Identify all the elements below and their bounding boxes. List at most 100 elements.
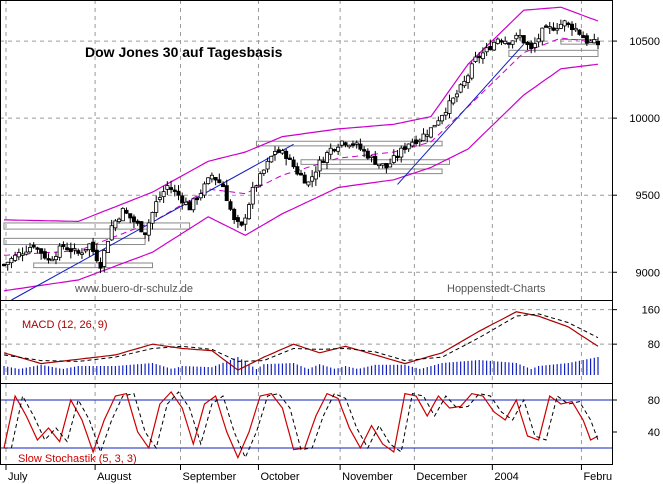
candle-body [150,212,155,224]
macd-y-tick-label: 80 [648,339,660,351]
candle-body [83,248,88,252]
candle-body [540,27,545,42]
candle-body [306,181,311,186]
candle-body [50,258,55,262]
candle-body [536,38,541,43]
watermark-right: Hoppenstedt-Charts [447,283,546,295]
candle-body [291,159,296,168]
candle-body [124,209,129,214]
candle-body [321,160,326,163]
candle-body [16,252,21,258]
stochastic-y-tick-label: 40 [648,427,660,439]
candle-body [202,183,207,196]
candle-body [402,146,407,150]
candle-body [529,42,534,50]
candle-body [302,174,307,184]
candle-body [65,247,70,251]
candle-body [154,201,159,213]
candle-body [358,143,363,150]
candle-body [443,112,448,116]
candle-body [313,171,318,180]
candle-body [406,143,411,150]
candle-body [384,163,389,169]
candle-body [421,133,426,142]
candle-body [120,207,125,222]
stochastic-panel-series [0,391,612,460]
candle-body [157,197,162,200]
macd-signal-line [3,313,599,362]
candle-body [169,187,174,190]
candle-body [473,56,478,62]
consolidation-box [508,49,599,57]
candle-body [250,186,255,205]
candle-body [183,201,188,205]
candle-body [273,151,278,155]
candle-body [79,252,84,255]
candle-body [339,140,344,146]
stochastic-panel-frame [0,383,613,465]
candle-body [447,100,452,114]
candle-body [57,245,62,258]
candle-body [191,198,196,211]
candle-body [68,248,73,253]
candle-body [458,84,463,93]
candle-body [53,256,58,261]
candle-body [547,26,552,29]
candle-body [365,150,370,159]
candle-body [495,38,500,44]
candle-body [217,179,222,184]
candle-body [239,221,244,226]
candle-body [324,152,329,163]
candle-body [388,163,393,168]
candle-body [343,142,348,146]
candle-body [146,222,151,236]
candle-body [577,29,582,35]
candle-body [336,146,341,152]
candle-body [518,35,523,38]
candle-body [295,166,300,175]
candle-body [440,115,445,122]
candle-body [31,244,36,248]
candle-body [213,177,218,181]
candle-body [376,163,381,167]
x-month-label: 2004 [494,471,518,483]
consolidation-box [3,222,191,230]
candle-body [354,142,359,145]
candle-body [584,35,589,44]
candle-body [172,189,177,192]
candle-body [187,201,192,211]
stochastic-label: Slow Stochastik (5, 3, 3) [18,453,137,465]
candle-body [347,144,352,148]
candle-body [477,55,482,59]
macd-line [3,311,599,371]
candle-body [105,241,110,254]
candlestick-series [2,19,601,274]
candle-body [98,261,103,269]
candle-body [588,40,593,43]
candle-body [247,204,252,220]
candle-body [180,195,185,204]
stochastic-y-tick-label: 80 [648,395,660,407]
x-month-label: Febru [583,471,612,483]
candle-body [521,35,526,44]
candle-body [425,134,430,137]
candle-body [499,40,504,43]
candle-body [555,28,560,31]
candle-body [596,40,601,46]
chart-title: Dow Jones 30 auf Tagesbasis [85,44,283,60]
candle-body [269,155,274,163]
candle-body [76,250,81,254]
candle-body [544,25,549,28]
trendline [397,43,525,185]
candle-body [417,139,422,143]
candle-body [61,244,66,247]
candle-body [46,258,51,261]
candle-body [254,185,259,188]
candle-body [310,176,315,182]
candle-body [532,43,537,48]
candle-body [592,39,597,44]
candle-body [113,220,118,229]
candle-body [128,213,133,219]
moving-average [3,37,599,256]
